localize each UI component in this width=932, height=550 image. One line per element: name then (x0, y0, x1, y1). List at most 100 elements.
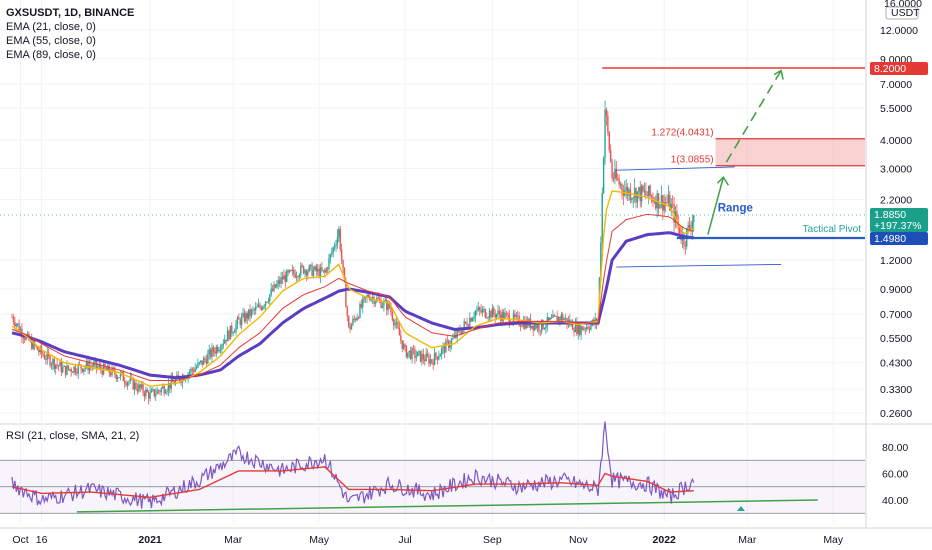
candle-body (304, 270, 306, 274)
candle-body (367, 294, 370, 297)
candle-body (128, 381, 130, 383)
candle-body (40, 346, 43, 354)
candle-body (684, 245, 687, 247)
candle-body (64, 365, 67, 375)
candle-body (166, 390, 168, 393)
candle-body (670, 203, 672, 211)
candle-body (450, 339, 453, 346)
candle-body (345, 281, 347, 308)
candle-body (386, 300, 388, 311)
candle-body (108, 365, 110, 373)
candle-body (135, 382, 137, 389)
candle-body (278, 280, 281, 284)
candle-body (353, 318, 356, 320)
candle-body (387, 302, 389, 311)
candle-body (159, 391, 161, 393)
candle-body (533, 324, 536, 331)
candle-body (481, 309, 484, 313)
candle-body (421, 353, 423, 362)
range-top-line (616, 166, 735, 171)
candle-body (229, 325, 232, 340)
candle-body (329, 254, 332, 259)
candle-body (432, 362, 434, 365)
rsi-tick-label: 80.00 (882, 442, 908, 454)
candle-body (276, 283, 278, 288)
candle-body (71, 371, 74, 373)
candle-body (660, 195, 663, 206)
candle-body (191, 368, 194, 371)
price-tick-label: 7.0000 (880, 79, 912, 91)
candle-body (231, 325, 233, 334)
candle-body (580, 326, 582, 335)
candle-body (286, 270, 288, 282)
candle-body (53, 359, 55, 369)
candle-body (683, 234, 685, 246)
candle-body (132, 378, 134, 390)
candle-body (687, 224, 689, 229)
candle-body (180, 381, 182, 383)
candle-body (259, 304, 261, 308)
candle-body (552, 314, 554, 318)
candle-body (43, 355, 46, 359)
candle-body (460, 332, 463, 334)
candle-body (491, 308, 494, 318)
candle-body (332, 247, 334, 253)
candle-body (648, 185, 650, 197)
candle-body (380, 299, 382, 308)
candle-body (277, 280, 279, 284)
candle-body (649, 185, 651, 196)
candle-body (214, 351, 216, 354)
candle-body (85, 360, 88, 367)
candle-body (15, 324, 17, 327)
candle-body (671, 203, 674, 205)
candle-body (462, 327, 464, 334)
candle-body (122, 372, 125, 382)
candle-body (45, 358, 47, 360)
price-tick-label: 0.2600 (880, 408, 912, 420)
candle-body (49, 355, 51, 366)
candle-body (211, 347, 213, 357)
candle-body (629, 189, 632, 200)
candle-body (394, 323, 396, 326)
candle-body (60, 362, 63, 373)
candle-body (360, 304, 363, 308)
candle-body (393, 319, 395, 326)
candle-body (246, 313, 248, 319)
price-axis: 12.00009.00007.00005.50004.00003.00002.2… (870, 0, 928, 507)
candle-body (549, 318, 551, 321)
candle-body (328, 258, 330, 270)
candle-body (226, 330, 229, 342)
candle-body (428, 356, 430, 364)
candle-body (24, 338, 26, 340)
candle-body (252, 309, 254, 311)
candle-body (225, 339, 227, 342)
candle-body (378, 298, 381, 300)
candle-body (293, 269, 295, 274)
candle-body (359, 304, 361, 318)
time-tick-label: 2022 (653, 534, 677, 546)
candle-body (545, 326, 547, 329)
candle-body (305, 270, 308, 276)
time-tick-label: Sep (483, 534, 502, 546)
candle-body (407, 352, 409, 358)
candle-body (563, 319, 565, 321)
candle-body (676, 211, 678, 223)
candle-body (540, 319, 543, 332)
candle-body (263, 305, 265, 307)
candle-body (193, 370, 195, 372)
candle-body (439, 354, 441, 357)
candle-body (224, 339, 226, 344)
candle-body (587, 326, 589, 329)
candle-body (602, 157, 605, 193)
candle-body (163, 386, 165, 394)
candle-body (452, 337, 454, 340)
ema55-line (11, 213, 694, 381)
candle-body (195, 367, 198, 369)
candle-body (483, 309, 485, 310)
candle-body (564, 318, 567, 320)
price-axis-top-label: 16.0000 (884, 0, 922, 10)
candle-body (571, 321, 574, 330)
pivot-label: Tactical Pivot (803, 224, 862, 235)
fib-1272-label: 1.272(4.0431) (651, 128, 713, 139)
